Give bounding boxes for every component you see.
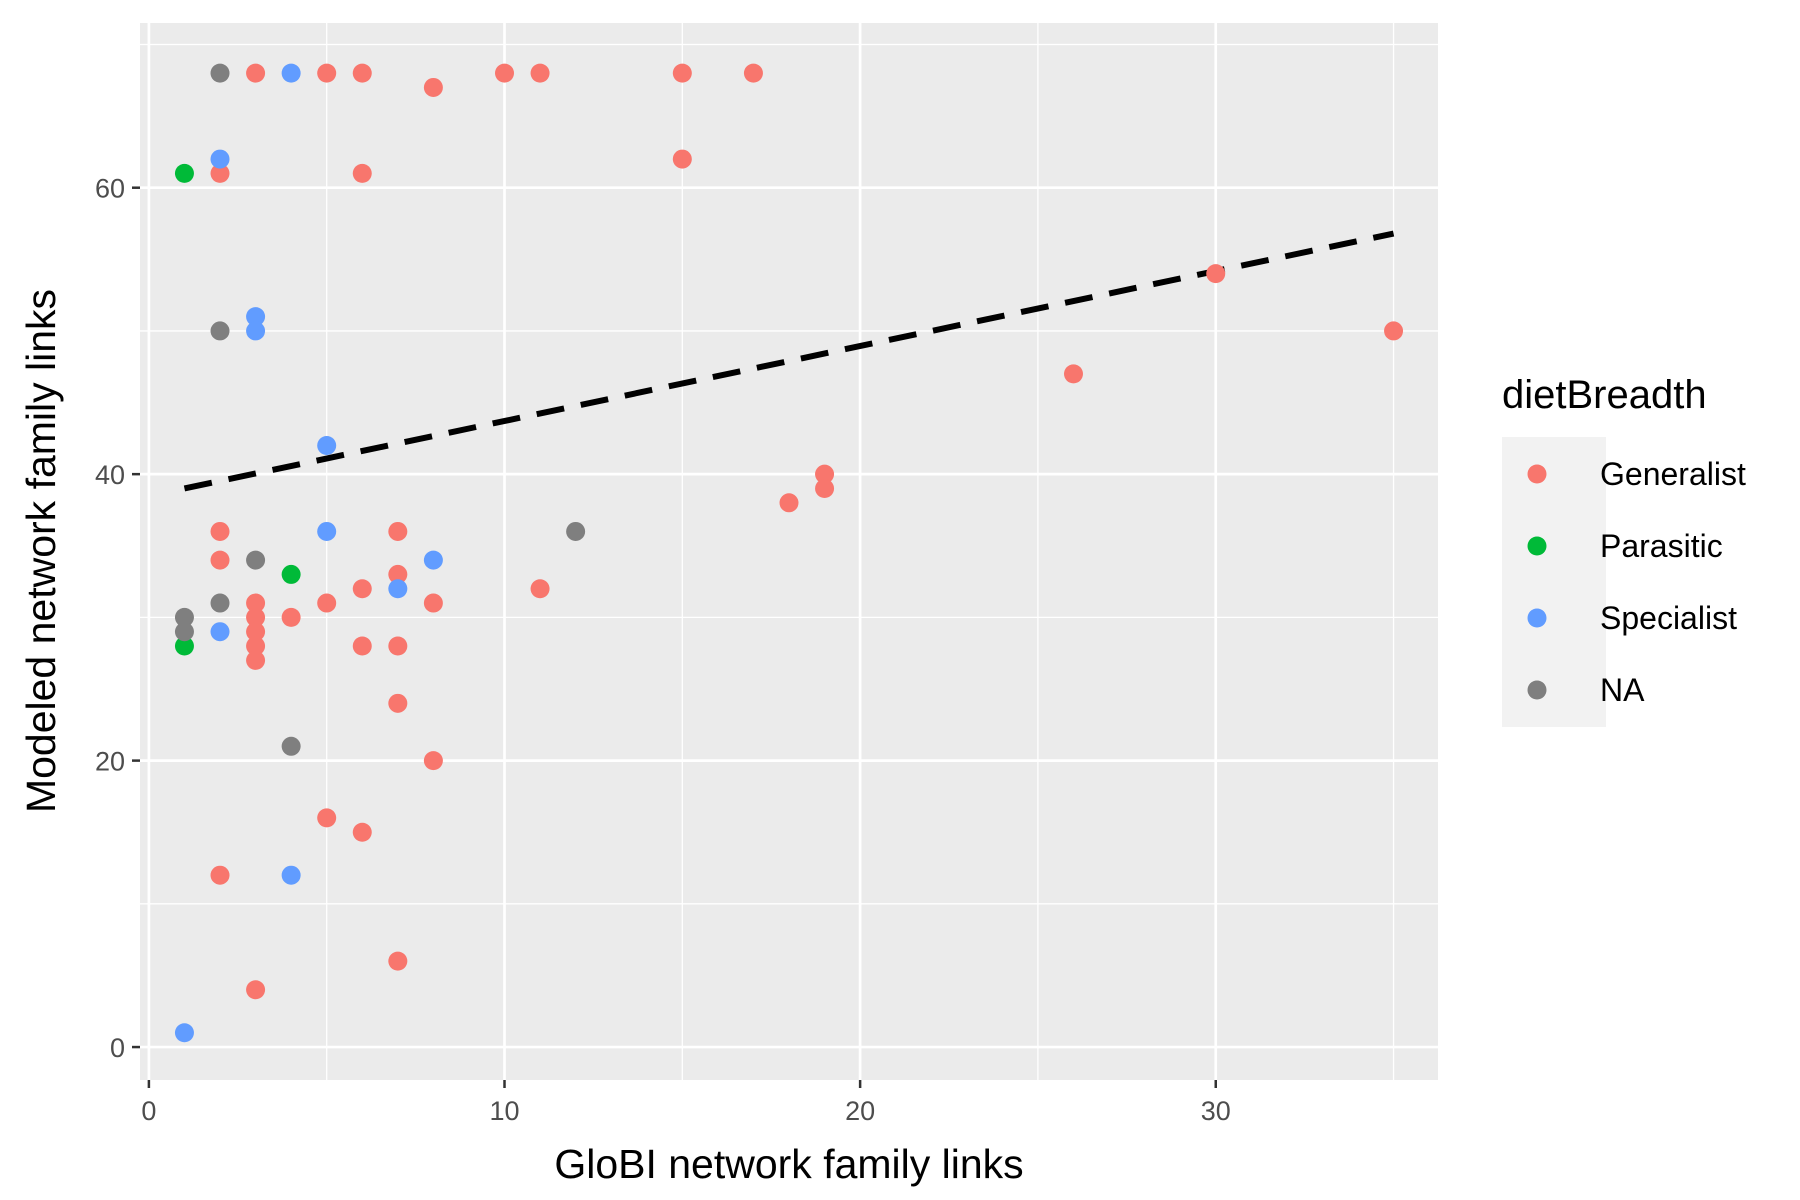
point-generalist (317, 63, 337, 83)
point-generalist (352, 579, 372, 599)
x-tick-label: 20 (845, 1096, 875, 1126)
point-generalist (210, 163, 230, 183)
point-generalist (281, 607, 301, 627)
legend-label-generalist: Generalist (1600, 456, 1746, 492)
point-generalist (317, 593, 337, 613)
point-specialist (317, 521, 337, 541)
point-parasitic (174, 636, 194, 656)
point-generalist (1206, 264, 1226, 284)
point-specialist (246, 307, 266, 327)
data-points (174, 63, 1404, 1043)
point-generalist (495, 63, 515, 83)
point-na (246, 550, 266, 570)
legend-entries: Generalist Parasitic Specialist NA (1527, 456, 1746, 708)
legend-key-specialist (1527, 608, 1547, 628)
point-specialist (281, 63, 301, 83)
point-generalist (423, 751, 443, 771)
point-generalist (246, 593, 266, 613)
point-generalist (423, 77, 443, 97)
point-na (210, 593, 230, 613)
y-tick-label: 0 (110, 1033, 125, 1063)
y-tick-label: 20 (95, 747, 125, 777)
point-generalist (352, 822, 372, 842)
point-generalist (1063, 364, 1083, 384)
point-generalist (779, 493, 799, 513)
point-generalist (210, 865, 230, 885)
trend-line (183, 230, 1395, 492)
point-generalist (530, 579, 550, 599)
point-specialist (388, 579, 408, 599)
x-tick-label: 10 (489, 1096, 519, 1126)
point-na (281, 736, 301, 756)
point-specialist (210, 149, 230, 169)
point-specialist (423, 550, 443, 570)
point-generalist (1384, 321, 1404, 341)
point-generalist (246, 980, 266, 1000)
point-na (210, 321, 230, 341)
point-generalist (815, 478, 835, 498)
point-generalist (672, 149, 692, 169)
point-specialist (317, 436, 337, 456)
x-tick-label: 30 (1201, 1096, 1231, 1126)
point-generalist (388, 564, 408, 584)
y-tick-label: 40 (95, 460, 125, 490)
point-generalist (388, 951, 408, 971)
legend-key-generalist (1527, 464, 1547, 484)
x-axis: 0 10 20 30 (141, 1080, 1231, 1126)
legend: dietBreadth Generalist Parasitic Specialis… (1502, 373, 1746, 727)
point-generalist (352, 163, 372, 183)
point-specialist (210, 622, 230, 642)
point-na (174, 607, 194, 627)
point-parasitic (174, 163, 194, 183)
point-generalist (246, 607, 266, 627)
y-axis-title: Modeled network family links (18, 289, 64, 813)
point-generalist (423, 593, 443, 613)
point-na (566, 521, 586, 541)
point-generalist (388, 521, 408, 541)
legend-title: dietBreadth (1502, 373, 1707, 417)
point-generalist (352, 636, 372, 656)
point-generalist (388, 636, 408, 656)
point-generalist (672, 63, 692, 83)
legend-label-parasitic: Parasitic (1600, 528, 1723, 564)
point-generalist (246, 650, 266, 670)
legend-label-na: NA (1600, 672, 1645, 708)
point-generalist (317, 808, 337, 828)
point-generalist (530, 63, 550, 83)
point-na (210, 63, 230, 83)
major-gridlines (140, 23, 1438, 1080)
point-generalist (388, 693, 408, 713)
point-generalist (210, 550, 230, 570)
point-generalist (743, 63, 763, 83)
point-generalist (246, 636, 266, 656)
y-tick-label: 60 (95, 174, 125, 204)
point-specialist (281, 865, 301, 885)
point-generalist (210, 521, 230, 541)
point-generalist (352, 63, 372, 83)
minor-gridlines (140, 23, 1438, 1080)
plot-panel (140, 23, 1438, 1080)
point-generalist (246, 622, 266, 642)
point-specialist (246, 321, 266, 341)
legend-key-na (1527, 680, 1547, 700)
trend-line-layer (183, 230, 1395, 492)
point-specialist (174, 1023, 194, 1043)
legend-key-background (1502, 437, 1606, 727)
x-tick-label: 0 (141, 1096, 156, 1126)
point-generalist (815, 464, 835, 484)
point-parasitic (281, 564, 301, 584)
y-axis: 0 20 40 60 (95, 174, 140, 1063)
x-axis-title: GloBI network family links (554, 1141, 1023, 1187)
legend-key-parasitic (1527, 536, 1547, 556)
point-generalist (246, 63, 266, 83)
point-na (174, 622, 194, 642)
legend-label-specialist: Specialist (1600, 600, 1737, 636)
